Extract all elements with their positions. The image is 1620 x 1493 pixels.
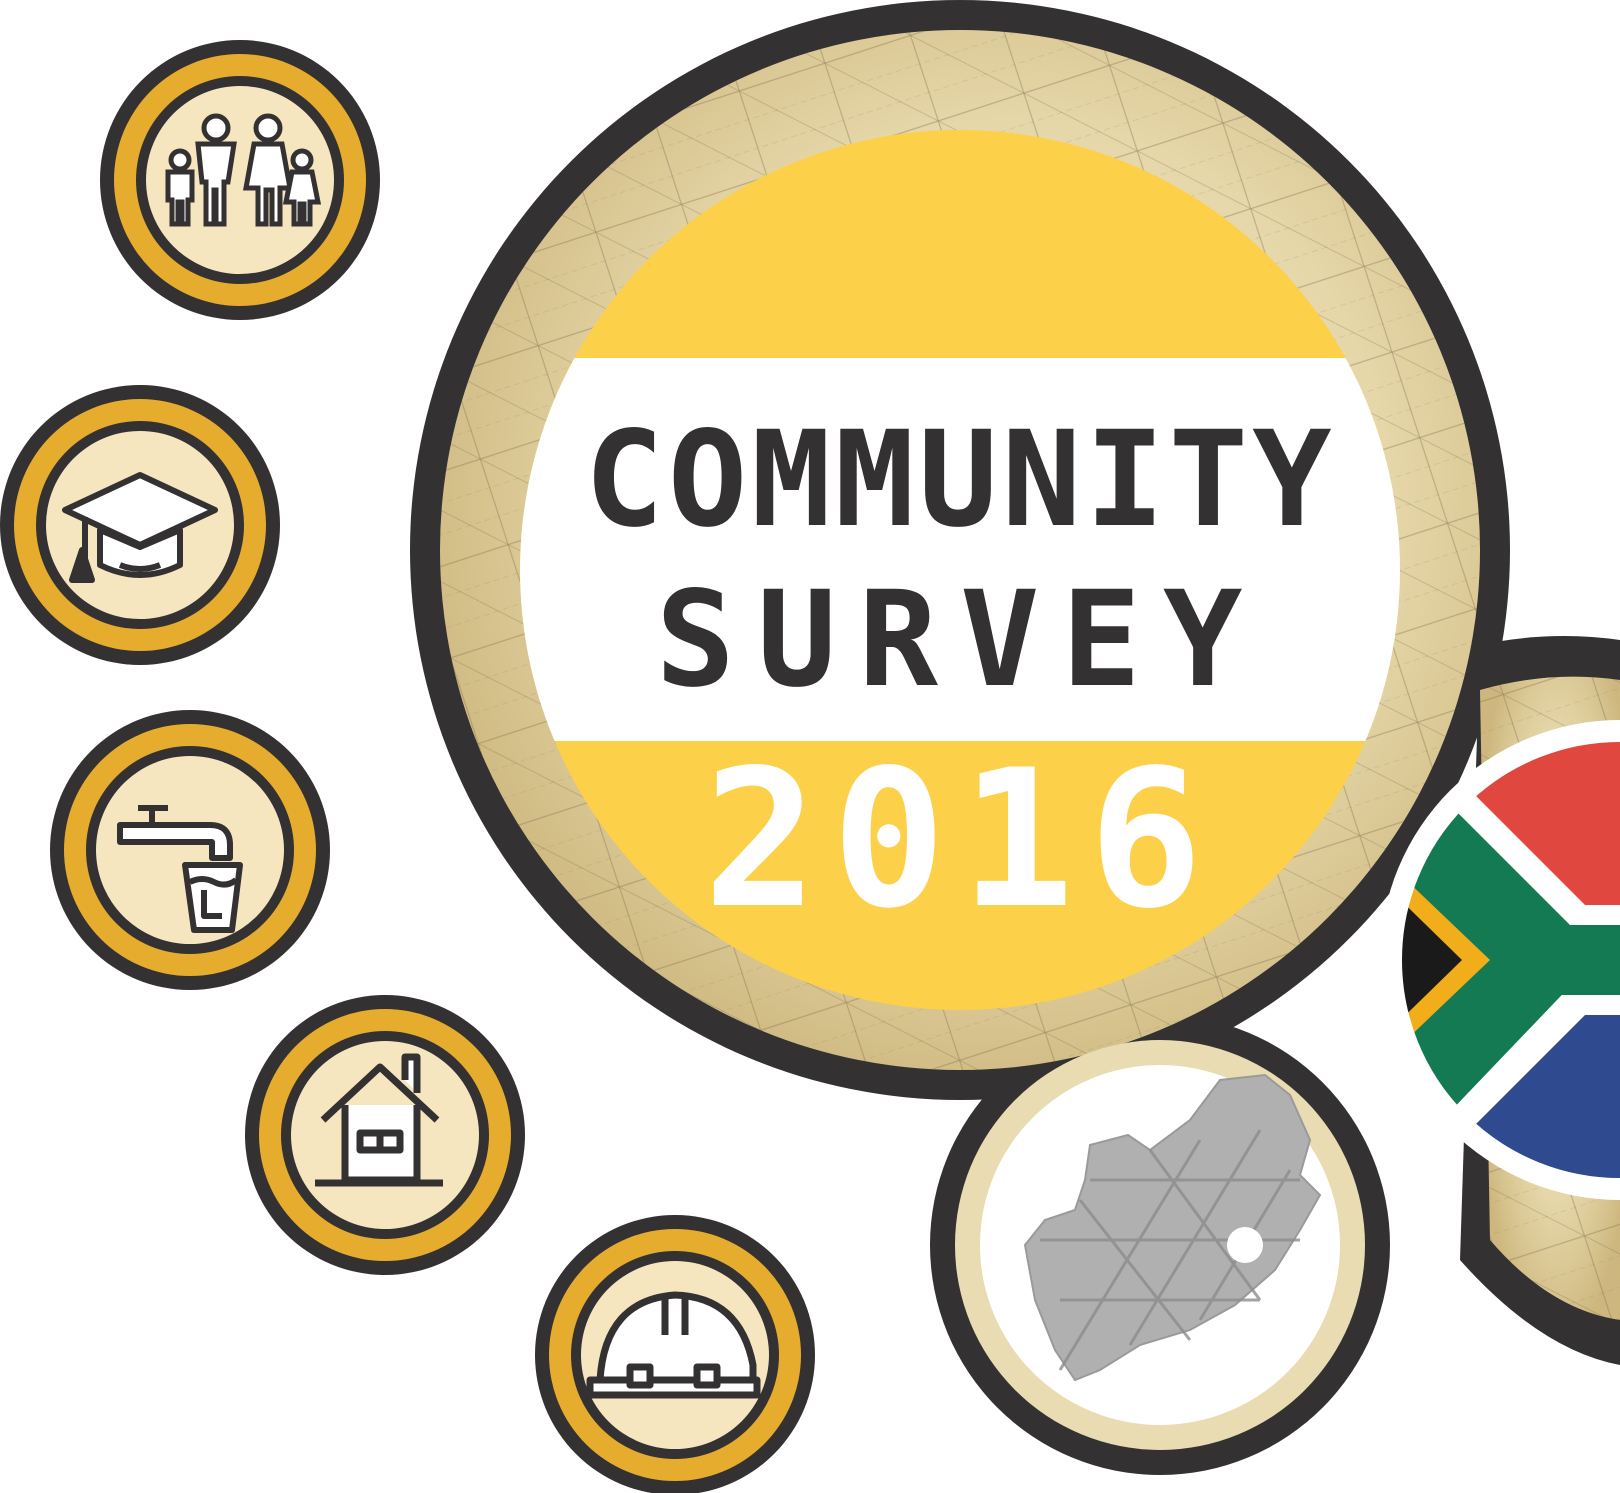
family-icon — [165, 113, 322, 227]
icon-medallion-education — [0, 385, 280, 665]
graduation-cap-icon — [62, 472, 218, 583]
south-africa-map-icon — [955, 1040, 1365, 1450]
icon-medallion-housing — [245, 995, 525, 1275]
icon-medallion-water — [50, 710, 330, 990]
water-tap-icon — [117, 805, 243, 933]
icon-medallion-family — [100, 40, 380, 320]
title-line1: COMMUNITY — [584, 403, 1335, 557]
hard-hat-icon — [586, 1291, 761, 1399]
survey-year: 2016 — [703, 729, 1217, 950]
south-africa-flag-icon — [1380, 720, 1620, 1200]
title-disc: COMMUNITY SURVEY 2016 — [520, 130, 1400, 1010]
icon-medallion-employment — [535, 1215, 815, 1493]
title-line2: SURVEY — [656, 563, 1265, 717]
house-icon — [315, 1053, 443, 1187]
